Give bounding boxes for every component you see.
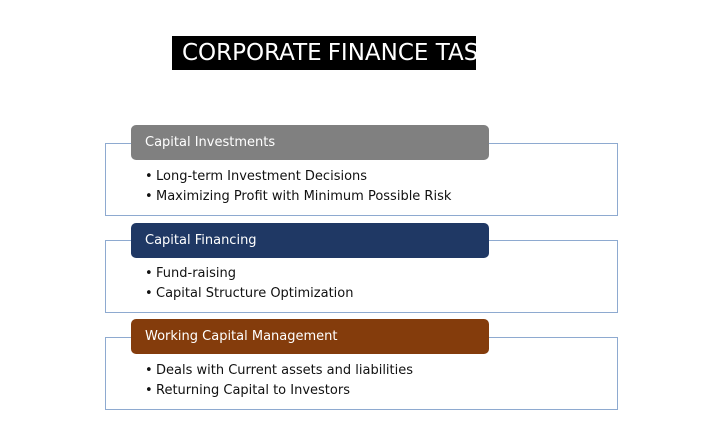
bullet-list: Fund-raising Capital Structure Optimizat… xyxy=(145,264,353,304)
title-words-finance-tasks: FINANCE TASKS xyxy=(327,40,476,66)
section-header-label: Capital Financing xyxy=(145,233,257,248)
bullet-item: Deals with Current assets and liabilitie… xyxy=(145,361,413,381)
section-header-label: Working Capital Management xyxy=(145,329,338,344)
section-header-label: Capital Investments xyxy=(145,135,276,150)
bullet-list: Deals with Current assets and liabilitie… xyxy=(145,361,413,401)
section-header-capital-financing: Capital Financing xyxy=(131,223,489,258)
bullet-item: Returning Capital to Investors xyxy=(145,381,413,401)
title-word-corporate: CORPORATE xyxy=(182,40,322,66)
bullet-item: Fund-raising xyxy=(145,264,353,284)
section-header-working-capital-management: Working Capital Management xyxy=(131,319,489,354)
bullet-item: Long-term Investment Decisions xyxy=(145,167,451,187)
bullet-item: Capital Structure Optimization xyxy=(145,284,353,304)
bullet-item: Maximizing Profit with Minimum Possible … xyxy=(145,187,451,207)
section-header-capital-investments: Capital Investments xyxy=(131,125,489,160)
bullet-list: Long-term Investment Decisions Maximizin… xyxy=(145,167,451,207)
